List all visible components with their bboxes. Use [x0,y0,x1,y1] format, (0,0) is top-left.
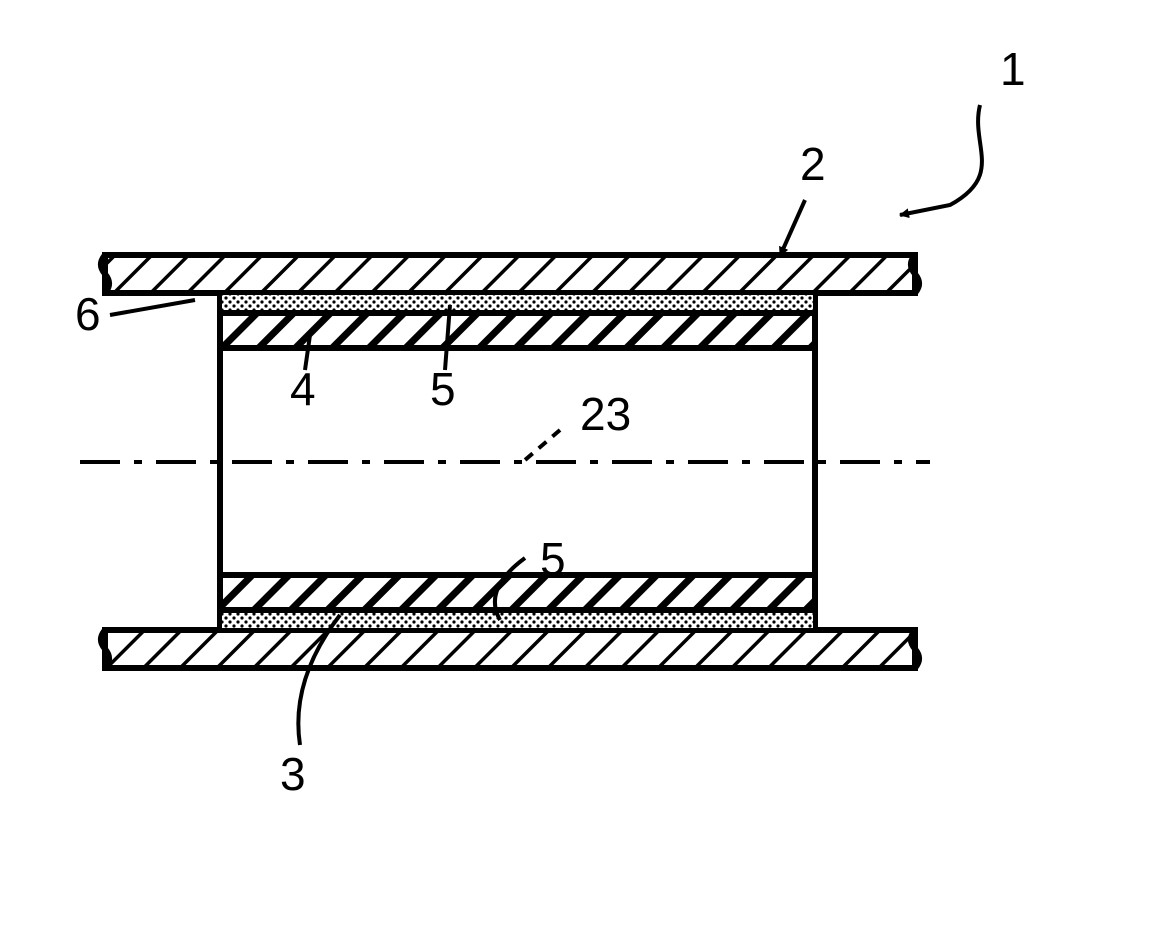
label-2-text: 2 [800,138,826,190]
inner-shell-bottom [220,575,815,610]
leader-6 [110,300,195,315]
outer-shell-bottom [105,630,915,668]
outer-shell-top [105,255,915,293]
label-1-text: 1 [1000,43,1026,95]
label-3-text: 3 [280,748,306,800]
label-23-text: 23 [580,388,631,440]
label-4-text: 4 [290,363,316,415]
label-6-text: 6 [75,288,101,340]
leader-2 [780,200,805,256]
leader-23 [525,430,560,460]
label-5b-text: 5 [540,533,566,585]
leader-1 [900,105,982,215]
label-5a-text: 5 [430,363,456,415]
cross-section-diagram: 1 2 6 4 5 23 5 3 [0,0,1160,935]
